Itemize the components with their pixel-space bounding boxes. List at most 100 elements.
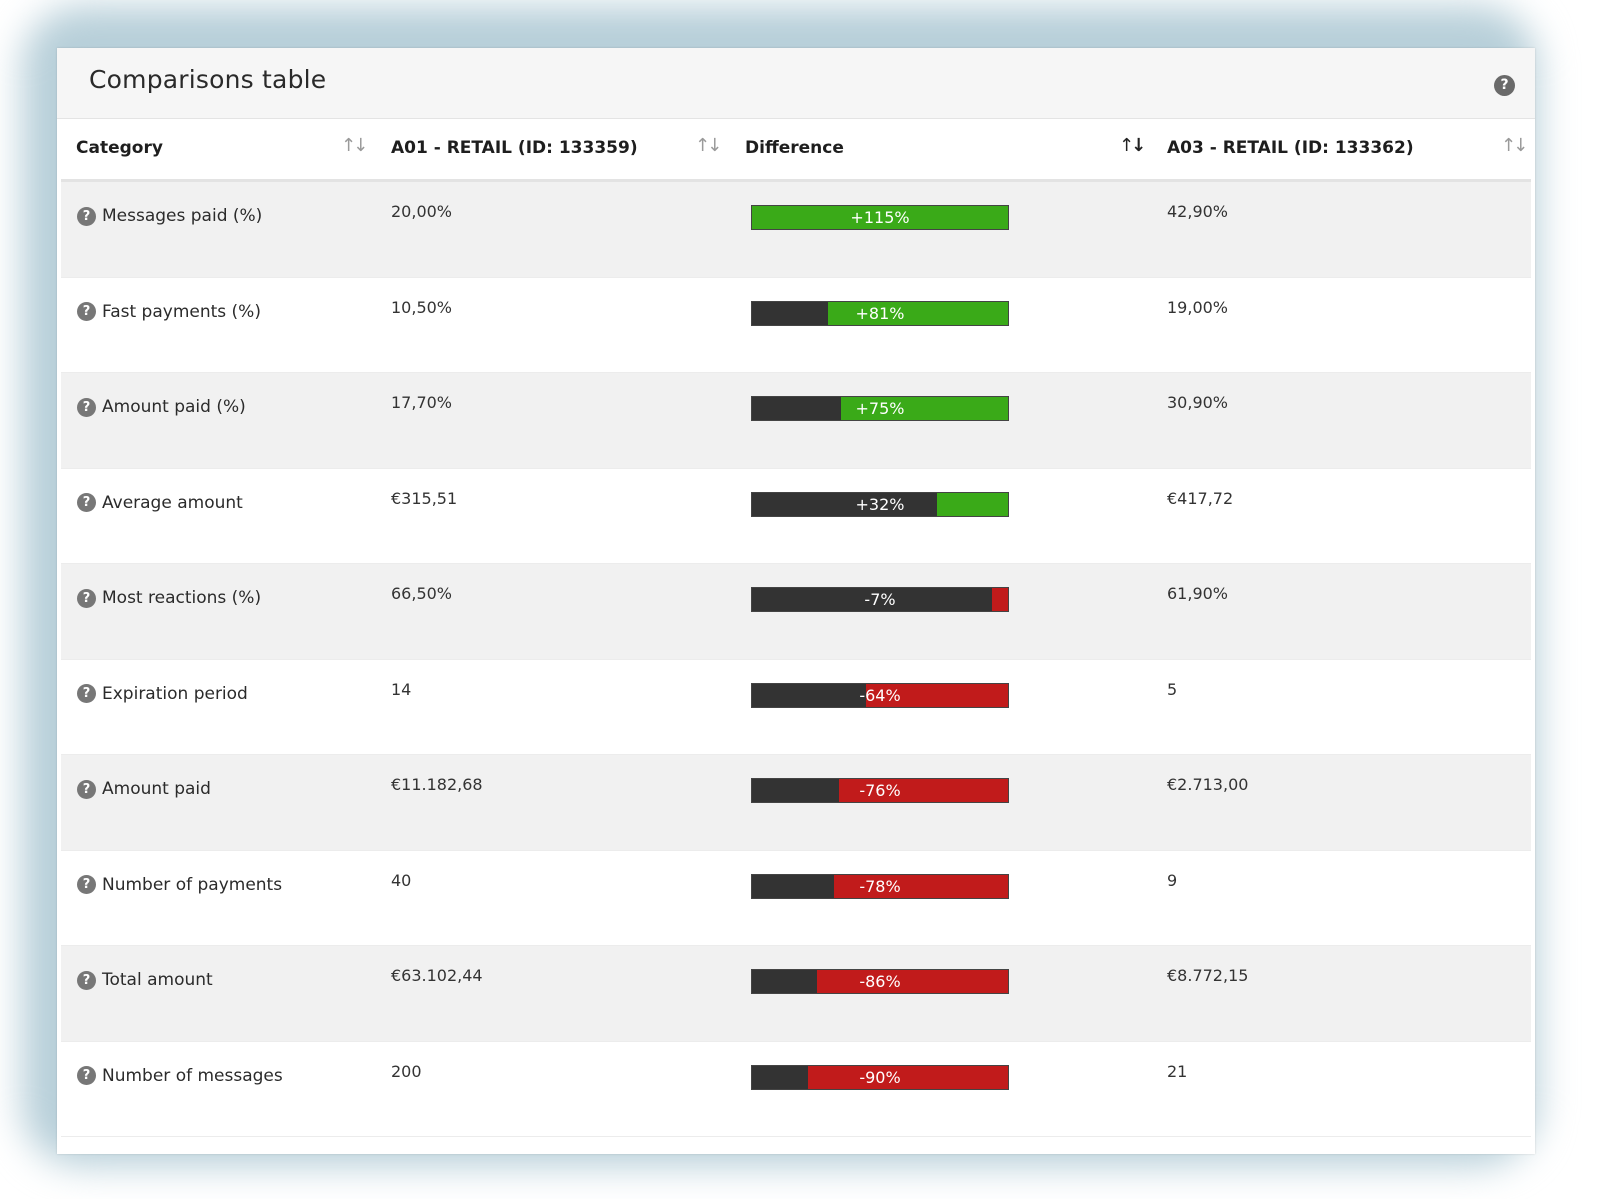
help-icon[interactable]: ? [1494, 75, 1515, 96]
column-header-a01[interactable]: A01 - RETAIL (ID: 133359) ↑↓ [371, 119, 725, 179]
panel-header: Comparisons table ? [57, 48, 1535, 119]
difference-bar-fill [827, 301, 1008, 325]
sort-icon[interactable]: ↑↓ [695, 135, 722, 156]
help-icon[interactable]: ? [77, 684, 96, 703]
table-row: ? Number of payments 40 -78% 9 [61, 850, 1531, 946]
difference-label: -64% [859, 685, 901, 705]
table-row: ? Total amount €63.102,44 -86% €8.772,15 [61, 946, 1531, 1042]
difference-label: +32% [855, 494, 905, 514]
difference-label: +75% [855, 399, 905, 418]
table-body: ? Messages paid (%) 20,00% +115% 42,90%? Fast… [61, 182, 1531, 1137]
difference-label: -76% [859, 781, 901, 800]
a03-value: 9 [1167, 870, 1178, 890]
difference-label: -86% [859, 972, 901, 991]
difference-label: -78% [859, 876, 901, 896]
difference-bar: -64% [751, 682, 1009, 708]
category-label: Total amount [102, 970, 213, 990]
difference-bar-fill [816, 970, 1008, 993]
category-cell: ? Expiration period [77, 684, 248, 704]
table-row: ? Messages paid (%) 20,00% +115% 42,90% [61, 182, 1531, 278]
column-header-a03[interactable]: A03 - RETAIL (ID: 133362) ↑↓ [1149, 119, 1531, 179]
category-label: Amount paid (%) [102, 397, 246, 417]
category-cell: ? Average amount [77, 493, 243, 513]
a03-value: 61,90% [1167, 584, 1229, 603]
category-label: Amount paid [102, 779, 211, 799]
a01-value: 200 [391, 1061, 422, 1081]
category-label: Fast payments (%) [102, 301, 261, 322]
difference-bar-fill [838, 779, 1008, 802]
difference-bar-fill [841, 397, 1008, 420]
difference-bar-fill [807, 1065, 1008, 1089]
category-cell: ? Total amount [77, 970, 213, 990]
column-header-difference[interactable]: Difference ↑↓ [725, 119, 1149, 179]
category-label: Number of payments [102, 874, 283, 895]
table-row: ? Most reactions (%) 66,50% -7% 61,90% [61, 564, 1531, 660]
help-icon[interactable]: ? [77, 588, 96, 608]
difference-bar: -76% [751, 778, 1009, 803]
help-icon[interactable]: ? [77, 970, 96, 990]
a01-value: €63.102,44 [391, 966, 483, 985]
category-cell: ? Number of messages [77, 1066, 283, 1086]
column-header-label: Category [76, 138, 163, 158]
column-header-label: A03 - RETAIL (ID: 133362) [1167, 138, 1414, 158]
comparisons-panel: Comparisons table ? Category ↑↓ A01 - RE… [57, 48, 1535, 1154]
a03-value: 19,00% [1167, 297, 1229, 317]
a01-value: 66,50% [391, 584, 453, 603]
difference-bar: +81% [751, 300, 1009, 326]
column-header-label: Difference [745, 138, 844, 158]
table-row: ? Average amount €315,51 +32% €417,72 [61, 468, 1531, 564]
help-icon[interactable]: ? [77, 206, 96, 226]
a01-value: 20,00% [391, 202, 453, 221]
panel-title: Comparisons table [89, 65, 327, 94]
help-icon[interactable]: ? [77, 493, 96, 512]
sort-icon[interactable]: ↑↓ [341, 135, 368, 156]
a03-value: €2.713,00 [1167, 775, 1249, 794]
difference-bar-fill [992, 588, 1008, 611]
difference-bar: -90% [751, 1064, 1009, 1090]
difference-label: +115% [850, 208, 910, 227]
help-icon[interactable]: ? [77, 302, 96, 321]
category-cell: ? Amount paid (%) [77, 397, 246, 417]
difference-label: -90% [859, 1067, 901, 1087]
category-label: Number of messages [102, 1065, 283, 1086]
difference-bar: +32% [751, 491, 1009, 517]
a01-value: 17,70% [391, 393, 453, 412]
a03-value: 5 [1167, 679, 1178, 699]
difference-bar-fill [752, 206, 1008, 229]
difference-bar-fill [936, 492, 1008, 516]
category-cell: ? Number of payments [77, 875, 282, 895]
category-cell: ? Most reactions (%) [77, 588, 261, 608]
a01-value: 14 [391, 679, 412, 699]
help-icon[interactable]: ? [77, 1066, 96, 1085]
a03-value: 42,90% [1167, 202, 1229, 221]
help-icon[interactable]: ? [77, 397, 96, 417]
sort-desc-icon[interactable]: ↑↓ [1119, 135, 1146, 156]
difference-bar: -7% [751, 587, 1009, 612]
table-row: ? Number of messages 200 -90% 21 [61, 1041, 1531, 1137]
help-icon[interactable]: ? [77, 779, 96, 799]
difference-label: -7% [864, 590, 896, 609]
sort-icon[interactable]: ↑↓ [1501, 135, 1528, 156]
category-cell: ? Amount paid [77, 779, 211, 799]
a03-value: €417,72 [1167, 488, 1234, 508]
category-label: Messages paid (%) [102, 206, 263, 226]
a01-value: 10,50% [391, 297, 453, 317]
column-header-label: A01 - RETAIL (ID: 133359) [391, 138, 638, 158]
difference-bar-fill [834, 874, 1008, 898]
table-row: ? Amount paid €11.182,68 -76% €2.713,00 [61, 755, 1531, 851]
difference-bar: -78% [751, 873, 1009, 899]
category-cell: ? Messages paid (%) [77, 206, 262, 226]
category-cell: ? Fast payments (%) [77, 302, 261, 322]
help-icon[interactable]: ? [77, 875, 96, 894]
category-label: Most reactions (%) [102, 588, 262, 608]
difference-label: +81% [855, 303, 905, 323]
category-label: Average amount [102, 492, 243, 513]
a01-value: €315,51 [391, 488, 458, 508]
difference-bar: +115% [751, 205, 1009, 230]
a03-value: 21 [1167, 1061, 1188, 1081]
table-row: ? Amount paid (%) 17,70% +75% 30,90% [61, 373, 1531, 469]
a03-value: 30,90% [1167, 393, 1229, 412]
a01-value: 40 [391, 870, 412, 890]
table-row: ? Fast payments (%) 10,50% +81% 19,00% [61, 277, 1531, 373]
column-header-category[interactable]: Category ↑↓ [61, 119, 371, 179]
